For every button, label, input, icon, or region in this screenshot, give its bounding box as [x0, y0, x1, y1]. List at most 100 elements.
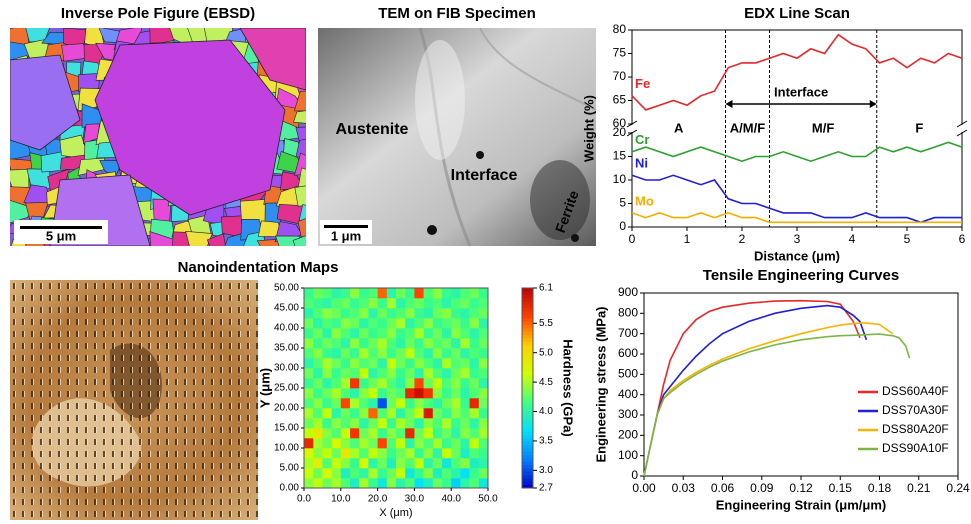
heat-cell — [304, 418, 314, 429]
heat-cell — [331, 398, 342, 409]
series-line — [631, 174, 962, 224]
colorbar-step — [522, 371, 533, 375]
heat-cell — [432, 458, 443, 469]
heat-cell — [331, 378, 342, 389]
heat-cell — [377, 398, 388, 409]
heat-cell — [313, 348, 323, 359]
scale-bar — [324, 225, 368, 228]
grain — [61, 43, 89, 62]
y-tick-label: 15.00 — [274, 423, 299, 434]
colorbar-step — [522, 471, 533, 475]
heat-cell — [396, 318, 406, 329]
heat-cell — [313, 388, 323, 399]
heat-cell — [460, 388, 470, 399]
colorbar-step — [522, 434, 533, 439]
heat-cell — [405, 298, 415, 309]
x-tick-label: 0.09 — [750, 481, 774, 495]
colorbar-step — [522, 444, 533, 449]
heat-cell — [313, 448, 323, 459]
x-tick-label: 0.0 — [297, 494, 311, 505]
axis-break — [629, 125, 635, 132]
heat-cell — [396, 438, 406, 449]
heat-cell — [386, 428, 397, 439]
heat-cell — [460, 288, 470, 299]
heat-cell — [322, 428, 332, 439]
panel-title: Inverse Pole Figure (EBSD) — [61, 5, 255, 22]
colorbar-step — [522, 388, 533, 392]
heat-cell — [414, 288, 424, 299]
heat-cell — [478, 398, 489, 409]
colorbar-step — [522, 414, 533, 419]
x-axis-label: Engineering Strain (μm/μm) — [716, 497, 886, 512]
heat-cell — [377, 438, 388, 449]
series-label: Fe — [635, 76, 650, 91]
colorbar-step — [522, 474, 533, 479]
grain — [294, 90, 306, 112]
heat-cell — [304, 478, 314, 489]
heat-cell — [313, 438, 323, 449]
heat-cell — [469, 298, 480, 309]
heat-cell — [478, 388, 489, 399]
heat-cell — [405, 378, 415, 389]
heat-cell — [331, 388, 342, 399]
heat-cell — [359, 348, 369, 359]
heat-cell — [451, 398, 461, 409]
heat-cell — [340, 318, 351, 329]
colorbar-step — [522, 464, 533, 469]
heat-cell — [414, 298, 424, 309]
heat-cell — [368, 478, 378, 489]
heat-cell — [414, 308, 424, 319]
heat-cell — [331, 458, 342, 469]
heat-cell — [396, 378, 406, 389]
y-tick-label: 600 — [618, 346, 638, 360]
heat-cell — [340, 478, 351, 489]
heat-cell — [442, 328, 452, 339]
heat-cell — [414, 418, 424, 429]
heat-cell — [414, 388, 424, 399]
colorbar-step — [522, 308, 533, 312]
heat-cell — [313, 318, 323, 329]
heat-cell — [460, 478, 470, 489]
heat-cell — [322, 398, 332, 409]
heat-cell — [469, 458, 480, 469]
heat-cell — [377, 428, 388, 439]
heat-cell — [322, 348, 332, 359]
heat-cell — [368, 388, 378, 399]
heat-cell — [340, 458, 351, 469]
heat-cell — [331, 348, 342, 359]
heat-cell — [396, 338, 406, 349]
colorbar-step — [522, 364, 533, 369]
heat-cell — [313, 468, 323, 479]
heat-cell — [478, 448, 489, 459]
heat-cell — [396, 358, 406, 369]
heat-cell — [451, 478, 461, 489]
colorbar-step — [522, 411, 533, 415]
heat-cell — [469, 368, 480, 379]
heat-cell — [405, 358, 415, 369]
heat-cell — [442, 388, 452, 399]
heat-cell — [331, 298, 342, 309]
heat-cell — [313, 428, 323, 439]
colorbar-step — [522, 418, 533, 422]
heat-cell — [414, 348, 424, 359]
y-tick-label: 65 — [613, 93, 627, 107]
y-tick-label: 10 — [613, 172, 627, 186]
heat-cell — [340, 358, 351, 369]
heat-cell — [350, 418, 360, 429]
heat-cell — [451, 368, 461, 379]
heat-cell — [359, 328, 369, 339]
colorbar-step — [522, 291, 533, 295]
heat-cell — [451, 298, 461, 309]
x-tick-label: 20.0 — [368, 494, 388, 505]
heat-cell — [359, 298, 369, 309]
heat-cell — [405, 428, 415, 439]
heat-cell — [350, 388, 360, 399]
heat-cell — [396, 368, 406, 379]
heat-cell — [350, 348, 360, 359]
heat-cell — [423, 388, 434, 399]
axis-break — [959, 125, 965, 132]
heat-cell — [405, 478, 415, 489]
heat-cell — [340, 398, 351, 409]
heat-cell — [423, 418, 434, 429]
